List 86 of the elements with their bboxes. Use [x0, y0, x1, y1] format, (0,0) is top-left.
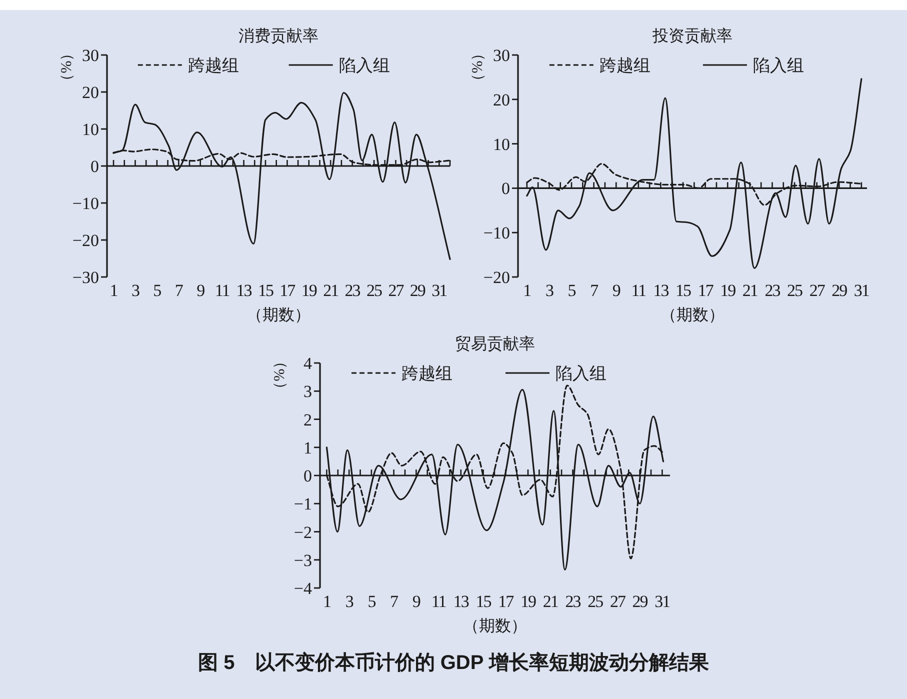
x-axis-title: （期数） [660, 306, 724, 324]
y-tick-label: −10 [72, 194, 99, 213]
x-tick-label: 27 [809, 281, 826, 300]
x-tick-label: 27 [388, 281, 405, 300]
x-tick-label: 19 [520, 592, 536, 611]
x-tick-label: 13 [236, 281, 252, 300]
x-tick-label: 3 [345, 592, 354, 611]
x-tick-label: 17 [498, 592, 515, 611]
legend-label: 跨越组 [402, 364, 452, 383]
y-tick-label: −1 [294, 494, 312, 514]
x-tick-label: 3 [545, 281, 554, 300]
y-axis-title: （%） [272, 354, 288, 396]
y-tick-label: −2 [294, 522, 312, 542]
x-tick-label: 5 [153, 281, 162, 300]
chart-title: 消费贡献率 [238, 27, 318, 45]
x-tick-label: 7 [590, 281, 600, 300]
x-tick-label: 9 [196, 281, 205, 300]
y-tick-label: 0 [502, 179, 510, 198]
x-tick-label: 29 [632, 592, 648, 611]
y-axis-title: （%） [470, 46, 486, 88]
y-tick-label: 20 [493, 90, 510, 110]
chart-title: 投资贡献率 [652, 27, 732, 45]
x-tick-label: 25 [366, 281, 382, 300]
y-tick-label: 4 [304, 354, 312, 373]
x-tick-label: 21 [742, 281, 758, 300]
x-tick-label: 1 [523, 281, 532, 300]
x-tick-label: 21 [542, 592, 558, 611]
x-tick-label: 31 [432, 281, 448, 300]
x-tick-label: 23 [565, 592, 581, 611]
legend-label: 跨越组 [599, 56, 650, 75]
x-tick-label: 5 [568, 281, 576, 300]
x-tick-label: 11 [631, 281, 646, 300]
caption: 图 5 以不变价本币计价的 GDP 增长率短期波动分解结果 [198, 651, 710, 674]
x-tick-label: 9 [612, 281, 620, 300]
y-tick-label: −30 [72, 268, 99, 287]
x-tick-label: 17 [698, 281, 714, 300]
x-tick-label: 3 [131, 281, 140, 300]
x-tick-label: 29 [410, 281, 426, 300]
x-tick-label: 19 [720, 281, 736, 300]
chart-title: 贸易贡献率 [455, 335, 535, 353]
x-tick-label: 23 [764, 281, 780, 300]
x-tick-label: 11 [214, 281, 230, 300]
y-tick-label: 0 [90, 157, 99, 176]
x-tick-label: 7 [174, 281, 184, 300]
y-tick-label: −20 [72, 231, 99, 250]
x-tick-label: 31 [654, 592, 670, 611]
y-tick-label: 20 [82, 83, 99, 102]
y-tick-label: −3 [294, 550, 312, 570]
y-tick-label: 30 [493, 46, 510, 65]
legend-label: 陷入组 [338, 56, 390, 75]
x-tick-label: 25 [787, 281, 803, 300]
y-tick-label: 2 [304, 410, 312, 430]
x-tick-label: 27 [610, 592, 626, 611]
x-tick-label: 15 [258, 281, 274, 300]
x-tick-label: 13 [653, 281, 669, 300]
x-tick-label: 9 [412, 592, 420, 611]
x-tick-label: 11 [431, 592, 446, 611]
x-tick-label: 1 [110, 281, 118, 300]
x-tick-label: 23 [344, 281, 360, 300]
y-tick-label: −4 [294, 579, 312, 598]
x-tick-label: 7 [390, 592, 400, 611]
x-tick-label: 25 [588, 592, 604, 611]
y-tick-label: 10 [493, 134, 510, 154]
x-tick-label: 15 [676, 281, 692, 300]
legend-label: 陷入组 [556, 364, 606, 383]
y-tick-label: 10 [82, 120, 99, 139]
x-tick-label: 17 [280, 281, 296, 300]
y-tick-label: −10 [483, 224, 510, 243]
x-axis-title: （期数） [246, 306, 310, 324]
x-axis-title: （期数） [463, 617, 527, 635]
legend-label: 陷入组 [752, 56, 804, 75]
y-tick-label: 1 [304, 438, 312, 458]
x-tick-label: 29 [832, 281, 848, 300]
x-tick-label: 13 [453, 592, 469, 611]
y-tick-label: 30 [82, 46, 99, 65]
y-tick-label: −20 [483, 268, 510, 287]
x-tick-label: 31 [854, 281, 870, 300]
y-tick-label: 0 [304, 466, 312, 486]
x-tick-label: 5 [368, 592, 376, 611]
y-axis-title: （%） [59, 46, 75, 88]
x-tick-label: 15 [476, 592, 492, 611]
x-tick-label: 19 [301, 281, 317, 300]
x-tick-label: 1 [322, 592, 331, 611]
x-tick-label: 21 [323, 281, 339, 300]
legend-label: 跨越组 [188, 56, 239, 75]
y-tick-label: 3 [304, 382, 312, 402]
